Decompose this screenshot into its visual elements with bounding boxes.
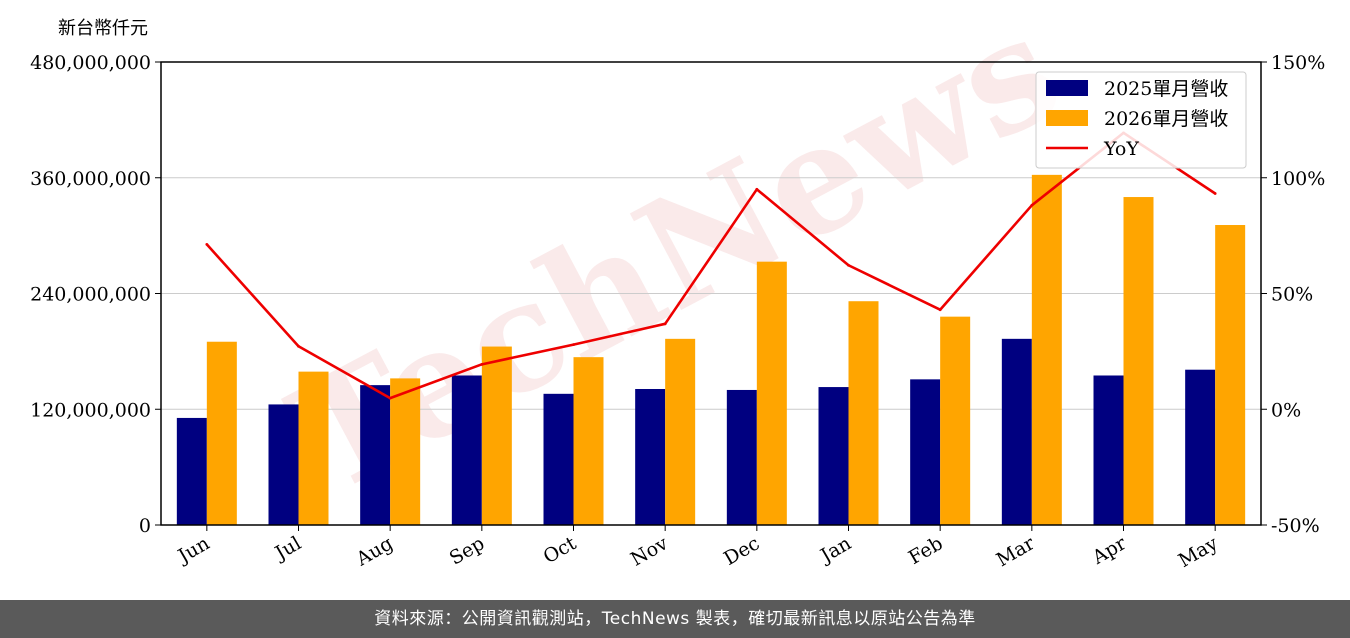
x-tick-label: Aug (352, 532, 397, 571)
y2-tick-label: 0% (1271, 399, 1301, 421)
chart-area: TechNews 0 120,000,000 240,000,000 360,000,0… (30, 0, 1325, 572)
x-tick-label: Jan (815, 532, 855, 568)
source-footer: 資料來源：公開資訊觀測站，TechNews 製表，確切最新訊息以原站公告為準 (0, 600, 1350, 638)
bar-2025-feb (910, 379, 941, 525)
y-tick-label: 240,000,000 (30, 284, 151, 306)
revenue-chart: TechNews0120,000,000240,000,000360,000,0… (30, 0, 1325, 572)
bar-2026-dec (756, 261, 787, 525)
legend-label: 2025單月營收 (1104, 78, 1228, 100)
x-tick-label: Jun (173, 532, 214, 568)
y2-tick-label: 50% (1271, 284, 1313, 306)
bar-2026-apr (1123, 197, 1154, 525)
yoy-point-aug (388, 396, 392, 400)
yoy-point-nov (663, 322, 667, 326)
bar-2026-mar (1031, 174, 1062, 525)
bar-2025-jan (818, 387, 849, 525)
legend-box (1035, 71, 1247, 169)
bar-2026-may (1215, 225, 1246, 525)
y2-tick-label: 100% (1271, 168, 1325, 190)
yoy-point-feb (938, 308, 942, 312)
x-tick-label: Sep (446, 532, 489, 569)
bar-2025-mar (1001, 338, 1032, 525)
bar-2025-sep (451, 375, 482, 525)
yoy-point-sep (480, 362, 484, 366)
bar-2025-nov (635, 388, 666, 525)
yoy-point-jun (205, 243, 209, 246)
legend: 2025單月營收 2026單月營收 YoY (1035, 71, 1247, 169)
bar-2025-may (1185, 369, 1216, 525)
legend-swatch (1046, 110, 1088, 126)
x-tick-label: Feb (905, 532, 947, 569)
y-tick-label: 0 (139, 515, 151, 537)
yoy-point-oct (572, 343, 575, 347)
bar-2025-dec (726, 389, 757, 525)
bar-2025-apr (1093, 375, 1124, 525)
yoy-line (205, 131, 1216, 400)
yoy-point-jul (297, 344, 300, 348)
bar-2026-feb (940, 316, 971, 525)
x-tick-label: Dec (720, 532, 763, 570)
bar-2026-sep (481, 346, 512, 525)
x-tick-label: Mar (993, 532, 1039, 571)
bar-2025-jul (268, 404, 299, 525)
bar-2026-jun (206, 341, 237, 525)
plot-frame (160, 61, 1262, 526)
y-tick-label: 360,000,000 (30, 168, 151, 190)
bar-2026-jan (848, 301, 879, 525)
legend-swatch (1046, 80, 1088, 96)
yoy-point-dec (755, 187, 759, 191)
yoy-point-may (1213, 192, 1217, 195)
x-tick-label: May (1175, 532, 1222, 572)
bar-2025-jun (176, 417, 207, 525)
y2-tick-label: 150% (1271, 52, 1325, 74)
x-tick-label: Nov (627, 532, 672, 571)
yoy-point-mar (1030, 203, 1034, 207)
bar-2026-oct (573, 357, 604, 525)
x-tick-label: Oct (540, 532, 581, 568)
bar-2026-jul (298, 371, 329, 525)
bar-2025-oct (543, 393, 574, 525)
bar-2026-aug (390, 378, 421, 525)
unit-label: 新台幣仟元 (58, 18, 148, 39)
bar-2026-nov (665, 338, 696, 525)
legend-label: 2026單月營收 (1104, 108, 1228, 130)
yoy-point-jan (847, 263, 850, 267)
y-tick-label: 120,000,000 (30, 399, 151, 421)
y-tick-label: 480,000,000 (30, 52, 151, 74)
legend-label: YoY (1103, 138, 1139, 160)
x-tick-label: Jul (270, 532, 305, 565)
y2-tick-label: -50% (1271, 515, 1320, 537)
x-tick-label: Apr (1088, 532, 1131, 569)
bar-2025-aug (360, 385, 391, 525)
